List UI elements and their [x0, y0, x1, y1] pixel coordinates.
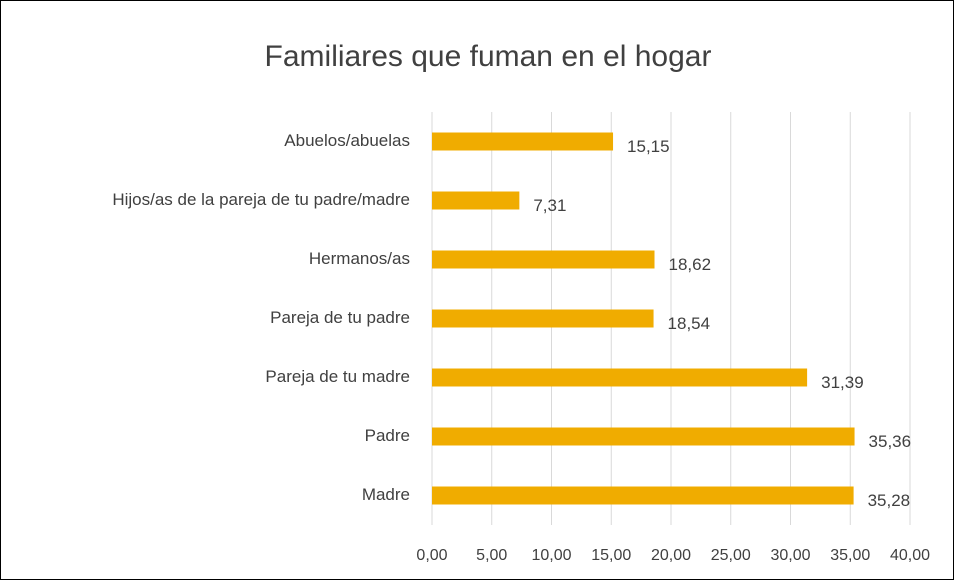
x-tick-label: 5,00 [476, 547, 507, 564]
data-label: 31,39 [821, 373, 864, 392]
x-tick-label: 10,00 [531, 547, 571, 564]
y-tick-label: Pareja de tu madre [265, 367, 410, 386]
x-tick-label: 0,00 [416, 547, 447, 564]
x-tick-label: 35,00 [830, 547, 870, 564]
bar [432, 486, 854, 505]
data-label: 35,36 [869, 432, 912, 451]
y-tick-label: Hijos/as de la pareja de tu padre/madre [112, 190, 410, 209]
chart-title: Familiares que fuman en el hogar [265, 40, 712, 73]
x-tick-label: 40,00 [890, 547, 930, 564]
bar [432, 427, 855, 446]
bar [432, 309, 654, 328]
y-tick-label: Hermanos/as [309, 249, 410, 268]
x-tick-label: 15,00 [591, 547, 631, 564]
y-tick-label: Pareja de tu padre [270, 308, 410, 327]
data-label: 15,15 [627, 137, 670, 156]
data-label: 35,28 [868, 491, 911, 510]
x-tick-label: 20,00 [651, 547, 691, 564]
bar [432, 191, 520, 210]
y-tick-label: Abuelos/abuelas [284, 131, 410, 150]
bar [432, 368, 808, 387]
x-tick-label: 30,00 [770, 547, 810, 564]
y-tick-label: Padre [365, 426, 410, 445]
bar [432, 132, 614, 151]
data-label: 18,54 [668, 314, 711, 333]
data-label: 18,62 [669, 255, 712, 274]
data-label: 7,31 [533, 196, 566, 215]
bar [432, 250, 655, 269]
x-tick-label: 25,00 [711, 547, 751, 564]
y-tick-label: Madre [362, 485, 410, 504]
